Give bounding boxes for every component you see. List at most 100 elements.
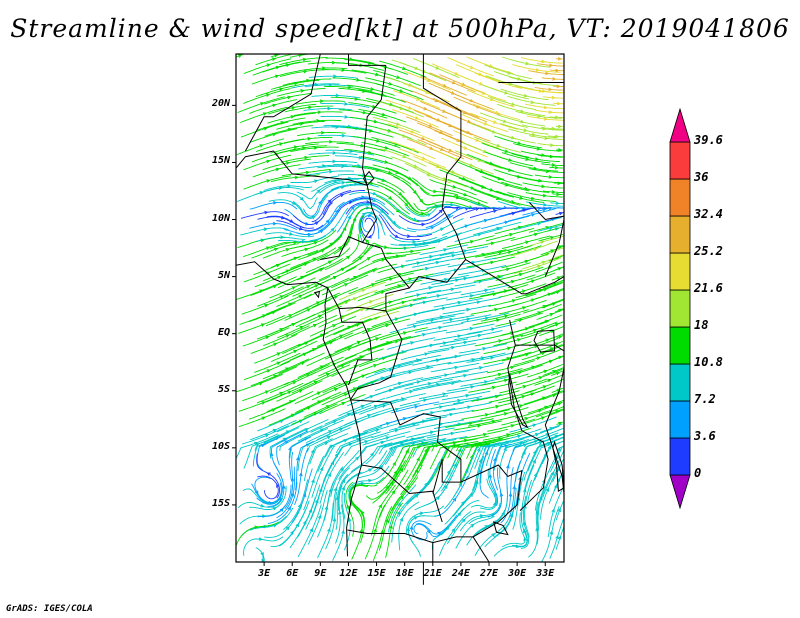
streamline [270,79,320,90]
streamline [440,102,488,123]
streamline [290,175,339,184]
streamline-arrow [373,364,378,368]
streamline-arrow [355,323,361,327]
streamline [331,467,351,521]
streamline-arrow [534,439,539,444]
streamline-arrow [347,347,352,351]
streamline-arrow [534,433,540,437]
streamline [484,245,533,258]
lon-label: 30E [508,568,527,579]
streamline [393,441,429,478]
streamline-arrow [285,269,290,273]
streamline [498,283,547,298]
streamline-arrow [382,404,387,408]
streamline [352,215,370,262]
streamline [515,368,563,386]
streamline-arrow [329,242,334,247]
streamline [254,267,302,288]
streamline [384,273,434,287]
streamline-arrow [335,209,339,214]
streamline [345,126,394,138]
streamline-arrow [265,246,271,250]
streamline-arrow [303,69,308,74]
streamline [412,355,461,366]
lake-outline [533,329,556,353]
streamline-arrow [524,259,530,264]
streamline-arrow [271,57,277,61]
streamline [523,390,563,405]
streamline-arrow [282,484,286,490]
country-border [327,287,410,312]
streamline-arrow [455,206,460,211]
streamline-arrow [541,260,547,265]
streamline [249,507,294,531]
streamline [276,466,295,519]
streamline-arrow [396,122,401,126]
streamline [501,152,551,164]
streamline [236,521,280,545]
streamline-arrow [552,393,557,398]
streamline-arrow [522,306,527,310]
streamline-arrow [287,184,292,188]
streamline [527,436,564,472]
streamline-arrow [402,134,407,138]
streamline-arrow [477,333,482,338]
streamline-arrow [324,505,329,510]
streamline [290,83,340,89]
streamline [330,449,360,497]
streamline [241,295,289,315]
streamline [385,446,416,495]
streamline [277,316,324,339]
streamline-arrow [381,93,386,97]
streamline [349,198,395,216]
streamline-arrow [450,202,455,207]
streamline [417,139,465,160]
streamline-arrow [287,127,293,132]
streamline [257,410,304,432]
streamline-arrow [542,193,548,198]
streamline [249,99,298,114]
streamline [537,473,553,530]
streamline-arrow [555,371,561,376]
streamline-arrow [512,485,517,490]
streamline [542,190,564,193]
streamline [443,402,492,412]
streamline-arrow [414,468,419,473]
streamline [378,345,427,360]
streamline-arrow [395,407,400,412]
streamline-arrow [306,308,311,312]
streamline-arrow [367,150,373,155]
streamline [379,469,409,519]
streamline-arrow [467,405,472,410]
streamline-arrow [447,469,451,475]
streamline [402,272,451,284]
streamline-arrow [360,404,365,409]
streamline [284,299,331,321]
streamline [387,476,419,524]
streamline-arrow [493,120,498,124]
streamline-arrow [509,232,514,237]
streamline [266,390,314,413]
streamline-arrow [519,109,525,113]
colorbar-segment [669,252,691,291]
streamline [332,504,345,561]
streamline-arrow [290,413,296,418]
streamline [277,192,318,210]
streamline [377,393,426,407]
streamline [373,204,417,233]
streamline [359,435,406,455]
streamline-arrow [339,334,344,339]
streamline-arrow [435,260,441,265]
streamline-arrow [551,190,556,194]
lat-label: 20N [211,98,230,110]
streamline [500,123,549,135]
streamline-arrow [346,412,352,417]
streamline [297,258,344,281]
streamline-arrow [391,489,396,495]
streamline [511,153,560,163]
streamline-arrow [478,366,484,370]
streamline [318,255,364,281]
streamline-arrow [287,95,292,100]
streamline-arrow [272,221,278,226]
streamline [338,367,386,387]
